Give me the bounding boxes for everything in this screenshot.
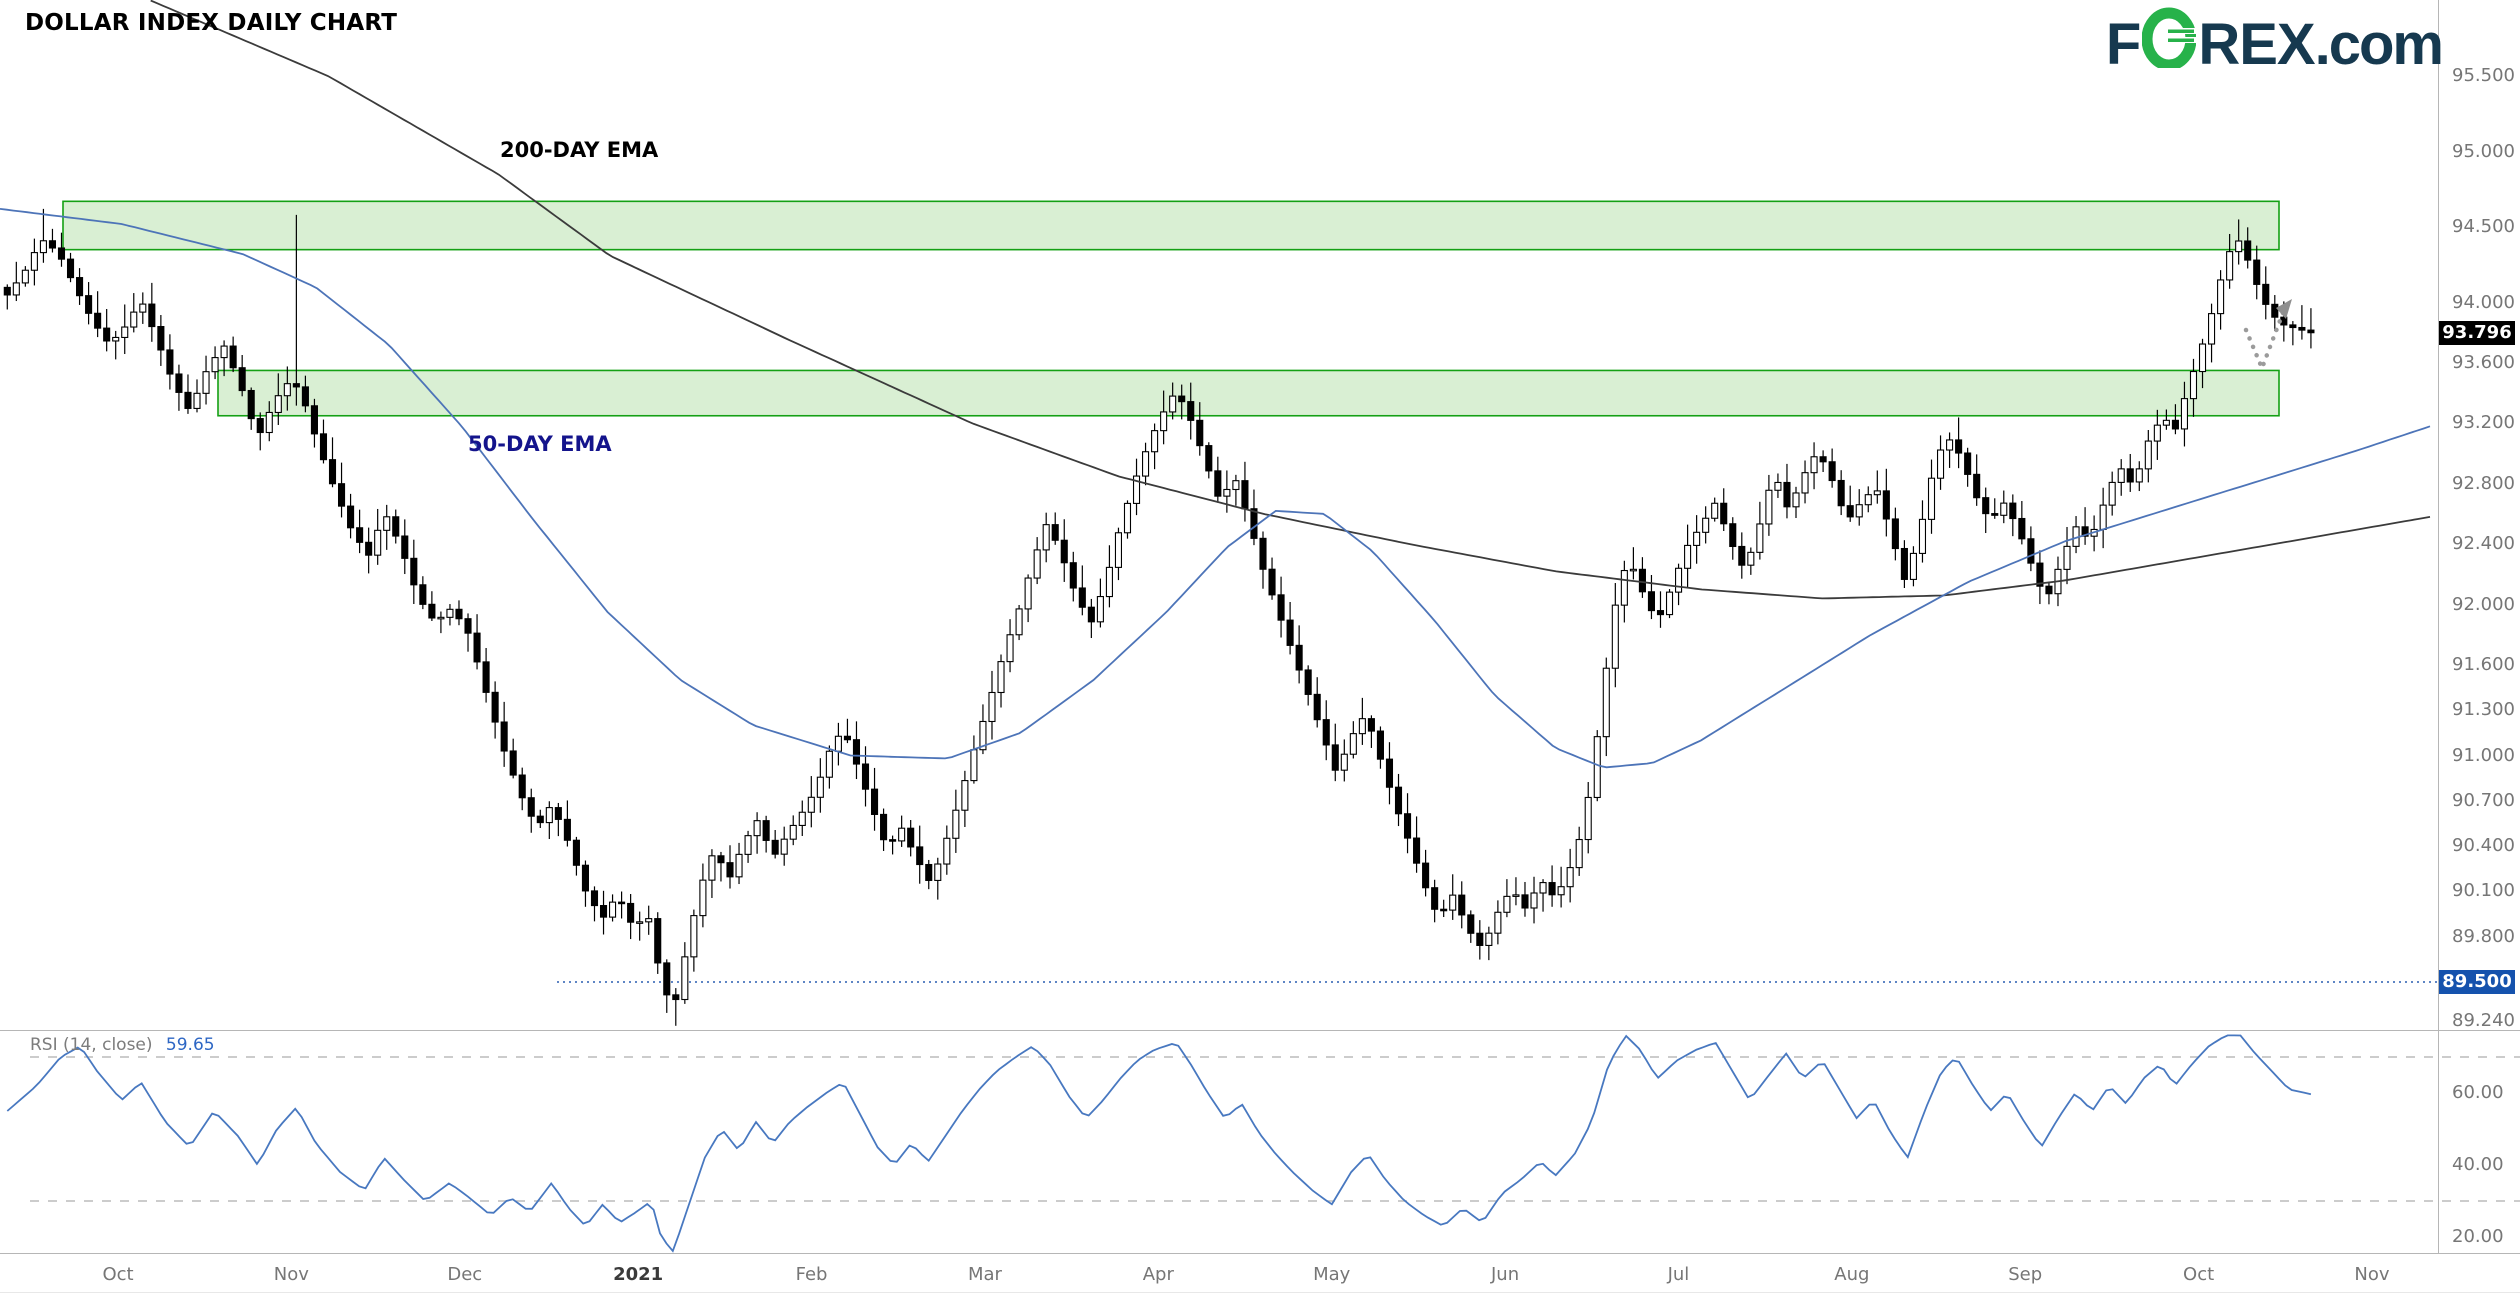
- price-axis-label: 90.400: [2452, 835, 2515, 857]
- price-axis-label: 89.800: [2452, 925, 2515, 947]
- ema50-annotation: 50-DAY EMA: [468, 432, 612, 456]
- footer-line: [0, 1292, 2520, 1293]
- price-axis-line[interactable]: [2438, 0, 2439, 1253]
- price-axis-label: 91.000: [2452, 744, 2515, 766]
- price-axis-label: 92.000: [2452, 593, 2515, 615]
- time-axis-line: [0, 1253, 2520, 1254]
- level-price-badge: 89.500: [2439, 970, 2515, 994]
- resistance-zone: [62, 200, 2280, 251]
- forecast-arrow-path: [2243, 307, 2287, 375]
- price-axis-label: 93.600: [2452, 351, 2515, 373]
- time-axis-label: Aug: [1834, 1264, 1870, 1285]
- logo-letter-f: F: [2105, 11, 2141, 77]
- price-axis-label: 94.000: [2452, 291, 2515, 313]
- price-axis-label: 95.000: [2452, 140, 2515, 162]
- time-axis-label: Sep: [2008, 1264, 2043, 1285]
- price-axis-label: 91.300: [2452, 699, 2515, 721]
- time-axis-label: Mar: [967, 1264, 1002, 1285]
- time-axis-label: Jun: [1491, 1264, 1520, 1285]
- time-axis-label: Feb: [795, 1264, 828, 1285]
- rsi-line: [6, 1034, 2312, 1253]
- ema200-line: [150, 0, 2431, 600]
- price-axis-label: 95.500: [2452, 65, 2515, 86]
- price-axis-label: 93.200: [2452, 412, 2515, 434]
- time-axis-label: Nov: [2354, 1264, 2390, 1285]
- forecast-arrow-head: [2276, 299, 2292, 319]
- logo-letters-rex: REX: [2198, 11, 2315, 77]
- rsi-legend[interactable]: RSI (14, close) 59.65: [30, 1035, 215, 1055]
- time-axis-label: Apr: [1142, 1264, 1174, 1285]
- rsi-axis-label: 60.00: [2452, 1082, 2504, 1103]
- time-axis-label: Dec: [447, 1264, 483, 1285]
- support-zone: [217, 369, 2280, 417]
- rsi-indicator-label: RSI (14, close): [30, 1035, 153, 1055]
- rsi-axis-label: 40.00: [2452, 1154, 2504, 1175]
- time-axis-label: Oct: [2183, 1264, 2215, 1285]
- rsi-axis-label: 20.00: [2452, 1226, 2504, 1247]
- price-axis-label: 90.100: [2452, 880, 2515, 902]
- logo-dot-com: .com: [2314, 11, 2444, 77]
- price-axis-label: 91.600: [2452, 653, 2515, 675]
- ema200-annotation: 200-DAY EMA: [500, 138, 659, 162]
- forex-com-logo: F REX .com: [2105, 6, 2444, 82]
- price-axis-label: 94.500: [2452, 216, 2515, 237]
- ema50-line: [0, 208, 2431, 769]
- candlestick-series: [3, 208, 2315, 1026]
- price-axis-label: 90.700: [2452, 789, 2515, 811]
- page-title: DOLLAR INDEX DAILY CHART: [25, 10, 398, 36]
- time-axis-label: 2021: [613, 1264, 664, 1285]
- price-axis-label: 92.800: [2452, 472, 2515, 494]
- price-axis-label: 89.240: [2452, 1010, 2515, 1032]
- price-axis-label: 92.400: [2452, 533, 2515, 555]
- time-axis-label: May: [1313, 1264, 1351, 1285]
- panel-divider[interactable]: [0, 1030, 2520, 1031]
- time-axis-label: Oct: [102, 1264, 134, 1285]
- last-price-badge: 93.796: [2439, 321, 2515, 346]
- forex-o-icon: [2140, 6, 2198, 82]
- time-axis-label: Nov: [273, 1264, 309, 1285]
- time-axis-label: Jul: [1667, 1264, 1690, 1285]
- rsi-current-value: 59.65: [165, 1035, 215, 1055]
